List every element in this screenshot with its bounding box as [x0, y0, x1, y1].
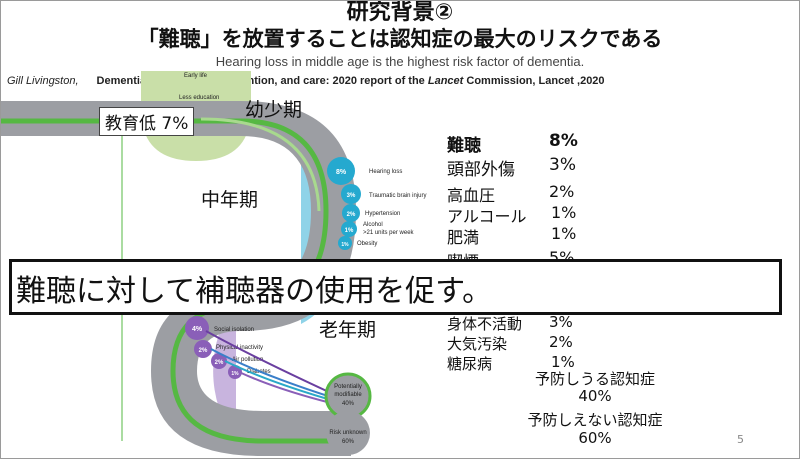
obesity-bubble [338, 236, 352, 250]
preventable-value: 40% [578, 387, 612, 405]
social-isolation-label: Social isolation [214, 327, 254, 333]
hearing-loss-pct: 8% [336, 169, 347, 176]
potentially-modifiable-line2: modifiable [334, 392, 362, 398]
risk-row-pollution: 大気汚染 2% [447, 333, 573, 354]
risk-value: 1% [551, 353, 575, 371]
air-pollution-label: Air pollution [232, 357, 263, 363]
potentially-modifiable-line1: Potentially [334, 384, 362, 390]
phase-early: 幼少期 [245, 99, 303, 121]
risk-row-diabetes: 糖尿病 1% [447, 353, 575, 374]
social-isolation-bubble [185, 316, 209, 340]
citation-text-end: Commission, Lancet ,2020 [463, 75, 605, 87]
diabetes-bubble [228, 365, 242, 379]
risk-value: 2% [549, 182, 575, 201]
risk-label: 大気汚染 [447, 335, 508, 353]
slide-title: 研究背景② [346, 0, 454, 25]
population-band [1, 101, 356, 456]
air-pollution-bubble [211, 353, 227, 369]
risk-row-hearing: 難聴 8% [447, 131, 578, 156]
unpreventable-value: 60% [578, 429, 612, 447]
risk-row-inactivity: 身体不活動 3% [447, 313, 573, 334]
risk-value: 2% [549, 333, 573, 351]
english-subtitle: Hearing loss in middle age is the highes… [215, 54, 585, 69]
risk-unknown-label: Risk unknown [329, 430, 366, 436]
preventable-label: 予防しうる認知症 [534, 370, 655, 388]
main-message-box: 難聴に対して補聴器の使用を促す。 [9, 259, 782, 315]
obesity-pct: 1% [341, 242, 349, 248]
hearing-loss-bubble [327, 157, 355, 185]
physical-inactivity-bubble [194, 340, 212, 358]
early-life-label: Early life [184, 73, 208, 79]
alcohol-bubble [341, 221, 357, 237]
risk-value: 3% [549, 155, 576, 175]
risk-row-obesity: 肥満 1% [447, 224, 576, 248]
risk-unknown-pct: 60% [342, 439, 355, 445]
risk-label: 肥満 [447, 228, 480, 247]
tbi-bubble [341, 184, 361, 204]
less-education-label: Less education [179, 95, 219, 101]
risk-label: アルコール [447, 207, 527, 226]
obesity-label: Obesity [357, 241, 377, 247]
risk-value: 8% [549, 131, 578, 151]
social-isolation-pct: 4% [192, 326, 203, 333]
risk-row-hypertension: 高血圧 2% [447, 182, 574, 206]
risk-label: 糖尿病 [447, 355, 493, 373]
hypertension-bubble [342, 204, 360, 222]
physical-inactivity-pct: 2% [199, 348, 208, 354]
alcohol-pct: 1% [345, 228, 354, 234]
alcohol-detail: >21 units per week [363, 230, 415, 236]
tbi-label: Traumatic brain injury [369, 193, 426, 199]
citation-journal: Lancet [427, 75, 464, 87]
main-message: 難聴に対して補聴器の使用を促す。 [16, 274, 493, 309]
risk-row-alcohol: アルコール 1% [447, 203, 576, 227]
hearing-loss-label: Hearing loss [369, 169, 402, 175]
modifiable-stream-inner [200, 117, 321, 212]
risk-label: 難聴 [447, 136, 481, 156]
risk-value: 1% [551, 224, 577, 243]
air-pollution-pct: 2% [215, 360, 224, 366]
hypertension-label: Hypertension [365, 211, 400, 217]
risk-value: 1% [551, 203, 577, 222]
risk-unknown-circle [326, 411, 370, 455]
phase-mid: 中年期 [201, 189, 259, 211]
citation-author: Gill Livingston, [7, 75, 79, 87]
flow-lines [205, 330, 332, 404]
risk-label: 高血圧 [447, 186, 496, 205]
risk-value: 3% [549, 313, 573, 331]
hypertension-pct: 2% [347, 212, 356, 218]
tbi-pct: 3% [347, 193, 356, 199]
risk-label: 頭部外傷 [447, 160, 515, 180]
potentially-modifiable-pct: 40% [342, 401, 355, 407]
diabetes-pct: 1% [231, 371, 239, 377]
unpreventable-label: 予防しえない認知症 [527, 411, 663, 429]
slide-heading: 「難聴」を放置することは認知症の最大のリスクである [137, 27, 663, 51]
page-number: 5 [737, 433, 744, 446]
risk-label: 身体不活動 [447, 315, 523, 333]
risk-row-tbi: 頭部外傷 3% [447, 155, 576, 180]
education-overlay: 教育低 7% [99, 107, 195, 136]
phase-late: 老年期 [319, 319, 377, 341]
alcohol-label: Alcohol [363, 222, 383, 228]
